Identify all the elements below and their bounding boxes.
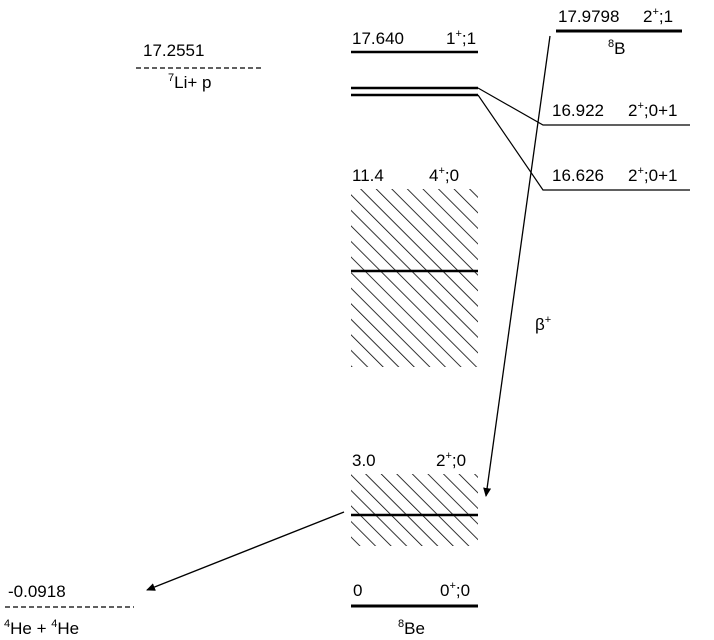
connector-16922 bbox=[477, 87, 690, 126]
broad-level-3-0-band bbox=[351, 474, 478, 546]
level-ground-spin: 0+;0 bbox=[440, 580, 470, 600]
level-11-4-spin: 4+;0 bbox=[429, 165, 459, 185]
broad-level-11-4-band bbox=[351, 189, 478, 367]
b8-spin: 2+;1 bbox=[643, 6, 673, 26]
level-16922-spin: 2+;0+1 bbox=[628, 100, 677, 120]
be8-nucleus-label: 8Be bbox=[398, 618, 425, 638]
b8-energy: 17.9798 bbox=[558, 7, 619, 26]
he4he4-threshold-energy: -0.0918 bbox=[8, 582, 66, 601]
level-17640-spin: 1+;1 bbox=[446, 28, 476, 48]
connector-16626 bbox=[477, 94, 690, 191]
beta-decay-arrow bbox=[483, 35, 551, 497]
level-11-4-energy: 11.4 bbox=[352, 166, 384, 185]
level-ground-energy: 0 bbox=[353, 581, 362, 600]
level-17640-energy: 17.640 bbox=[352, 29, 404, 48]
level-16922-energy: 16.922 bbox=[552, 101, 604, 120]
beta-plus-label: β+ bbox=[535, 314, 551, 334]
level-16626-spin: 2+;0+1 bbox=[628, 165, 677, 185]
level-3-0-energy: 3.0 bbox=[352, 451, 376, 470]
li7p-threshold-energy: 17.2551 bbox=[143, 41, 204, 60]
level-16626-energy: 16.626 bbox=[552, 166, 604, 185]
li7p-threshold-label: 7Li+ p bbox=[168, 72, 211, 92]
b8-nucleus-label: 8B bbox=[608, 38, 625, 58]
alpha-decay-arrow bbox=[146, 511, 345, 591]
level-3-0-spin: 2+;0 bbox=[436, 450, 466, 470]
he4he4-threshold-label: 4He + 4He bbox=[4, 618, 79, 638]
